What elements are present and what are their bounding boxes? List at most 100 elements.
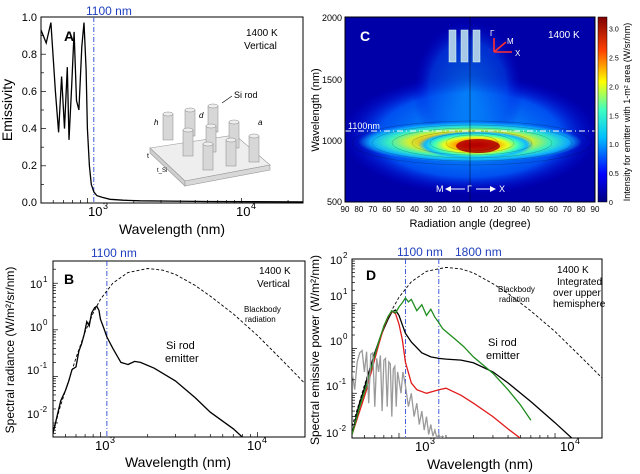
panel-d-ytick-exp: -1 — [339, 377, 347, 386]
panel-c-xtick: 80 — [577, 205, 586, 214]
panel-c-y-axis-label: Wavelength (nm) — [310, 68, 322, 151]
panel-a-ytick: 0.8 — [22, 49, 37, 61]
panel-d-1100nm-label: 1100 nm — [397, 245, 443, 259]
panel-a-x-axis-label: Wavelength (nm) — [119, 221, 225, 237]
panel-a-orientation: Vertical — [244, 41, 277, 52]
panel-b-x-ticks: 10 3 10 4 — [95, 435, 267, 453]
inset-rods — [162, 103, 260, 171]
panel-b-ytick-base: 10 — [27, 365, 39, 377]
direction-x-label: X — [499, 184, 505, 194]
icon-rod — [448, 29, 457, 63]
heatmap-contour — [391, 127, 553, 159]
panel-c-xtick: 70 — [563, 205, 572, 214]
panel-c-ytick: 1000 — [322, 136, 342, 146]
panel-c-temperature: 1400 K — [548, 30, 580, 41]
panel-a-ytick: 1.0 — [22, 12, 37, 24]
inset-h-label: h — [154, 118, 159, 127]
panel-d-ytick-base: 10 — [330, 255, 342, 267]
inset-substrate-front — [184, 164, 271, 187]
inset-rod-top — [228, 119, 240, 125]
panel-b-ytick-exp: -1 — [40, 361, 48, 370]
panel-c-x-ticks: 90 80 70 60 50 40 30 20 10 0 10 20 30 40 50 60 70 80 90 — [341, 205, 600, 214]
colorbar-tick: 2.0 — [609, 84, 619, 91]
panel-a-series-0 — [41, 22, 303, 203]
panel-c-xtick: 10 — [479, 205, 488, 214]
panel-b-orientation: Vertical — [257, 279, 290, 290]
panel-b-xtick-base: 10 — [247, 438, 261, 453]
panel-b-xtick-exp: 3 — [110, 435, 115, 445]
inset-rod-body — [225, 139, 237, 167]
panel-d-xtick-exp: 3 — [430, 436, 435, 446]
panel-c-xtick: 90 — [341, 205, 350, 214]
inset-t-label: t — [147, 153, 149, 160]
panel-c-xtick: 20 — [438, 205, 447, 214]
inset-rod-top — [248, 133, 260, 139]
panel-a-xtick-exp: 3 — [103, 201, 108, 211]
icon-x-label: X — [515, 49, 521, 58]
icon-rod — [460, 29, 469, 63]
icon-m-label: M — [507, 37, 514, 46]
panel-a-ytick: 0.2 — [22, 160, 37, 172]
panel-b-y-ticks: 10 1 10 0 10 -1 10 -2 — [27, 275, 48, 421]
panel-d-xtick-base: 10 — [415, 439, 429, 454]
panel-d-integrated-label-2: over upper — [553, 288, 601, 299]
panel-d-x-ticks: 10 3 10 4 — [415, 436, 580, 454]
inset-rod-top — [184, 107, 196, 113]
panel-a-ytick: 0.0 — [22, 197, 37, 209]
panel-d-letter: D — [366, 267, 376, 283]
colorbar-tick: 3.0 — [609, 27, 619, 34]
panel-b-plot-frame — [52, 260, 306, 438]
inset-rod-top — [205, 123, 217, 129]
panel-c-xtick: 40 — [521, 205, 530, 214]
inset-rod-top — [182, 127, 194, 133]
panel-d-integrated-label-3: hemisphere — [553, 299, 606, 310]
panel-c: C 1400 K 1100nm Γ M X M Γ X 2000 150 — [310, 13, 632, 230]
heatmap-contour — [445, 134, 499, 152]
panel-d-ytick-exp: -2 — [339, 424, 347, 433]
inset-rod-top — [202, 141, 214, 147]
panel-b-1100nm-label: 1100 nm — [91, 246, 137, 260]
inset-rod-body — [248, 135, 260, 163]
panel-b-ytick-base: 10 — [27, 409, 39, 421]
panel-c-xtick: 40 — [410, 205, 419, 214]
panel-a-ytick: 0.6 — [22, 86, 37, 98]
icon-rod — [472, 29, 481, 63]
colorbar-ticks: 0 0.5 1.0 1.5 2.0 2.5 3.0 — [609, 27, 619, 207]
inset-tsi-label: t_Si — [157, 168, 167, 174]
panel-a-series-layer — [41, 17, 303, 203]
panel-b-radiation-label: radiation — [245, 315, 276, 324]
panel-c-y-ticks: 2000 1500 1000 500 — [322, 13, 342, 207]
arrow-left-head — [445, 186, 451, 192]
arrow-right-head — [490, 186, 496, 192]
panel-c-direction-legend: M Γ X — [436, 184, 505, 194]
heatmap-contour — [429, 132, 515, 154]
panel-a-y-axis-label: Emissivity — [0, 79, 15, 141]
panel-b-ytick-exp: 0 — [43, 318, 48, 327]
panel-c-xtick: 80 — [354, 205, 363, 214]
icon-gamma-label: Γ — [490, 29, 495, 38]
panel-d-series-4 — [352, 349, 446, 438]
panel-a-xtick-base: 10 — [88, 204, 102, 219]
panel-d-emitter-label-2: emitter — [486, 350, 520, 362]
colorbar — [597, 16, 608, 203]
panel-b-temperature: 1400 K — [259, 266, 291, 277]
colorbar-tick: 2.5 — [609, 55, 619, 62]
colorbar-tick: 0.5 — [609, 171, 619, 178]
inset-si-rod-label: Si rod — [234, 90, 258, 100]
panel-c-xtick: 30 — [424, 205, 433, 214]
panel-d-series-2 — [352, 310, 522, 438]
panel-d-radiation-label: radiation — [499, 295, 530, 304]
panel-a-letter: A — [64, 28, 74, 44]
panel-c-xtick: 90 — [591, 205, 600, 214]
panel-c-xtick: 70 — [368, 205, 377, 214]
colorbar-tick: 1.0 — [609, 142, 619, 149]
panel-a-1100nm-label: 1100 nm — [86, 4, 132, 18]
panel-c-xtick: 50 — [535, 205, 544, 214]
direction-m-label: M — [436, 184, 444, 194]
panel-c-ytick: 2000 — [322, 13, 342, 23]
panel-d-ytick-exp: 2 — [343, 251, 348, 260]
colorbar-tick: 0 — [609, 200, 613, 207]
panel-d-xtick-exp: 4 — [575, 436, 580, 446]
heatmap-contour — [351, 120, 593, 166]
